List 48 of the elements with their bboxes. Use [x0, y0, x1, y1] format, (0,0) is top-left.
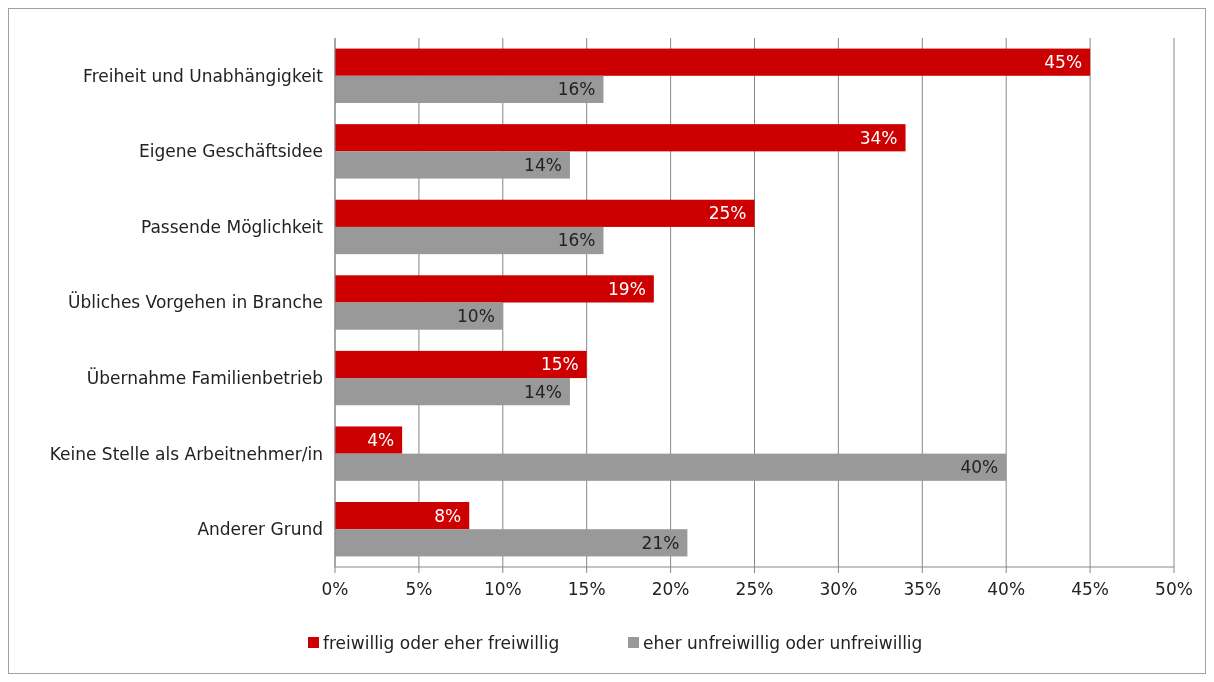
data-label: 25%: [708, 203, 747, 224]
x-tick-label: 0%: [321, 579, 349, 599]
bar: [335, 302, 503, 330]
data-label: 8%: [434, 505, 462, 526]
x-tick-label: 50%: [1155, 579, 1193, 599]
bar: [335, 453, 1007, 481]
y-tick-label: Übernahme Familienbetrieb: [86, 367, 323, 389]
legend-label: freiwillig oder eher freiwillig: [323, 632, 560, 653]
data-label: 16%: [557, 230, 596, 251]
bar: [335, 502, 470, 530]
data-label: 10%: [457, 306, 495, 327]
data-label: 34%: [859, 127, 898, 148]
data-label: 16%: [557, 79, 596, 100]
data-label: 4%: [367, 429, 395, 450]
data-label: 15%: [540, 354, 579, 375]
x-tick-label: 10%: [483, 579, 522, 599]
data-label: 19%: [608, 278, 646, 299]
bar: [335, 226, 604, 255]
legend-label: eher unfreiwillig oder unfreiwillig: [643, 632, 923, 653]
data-label: 21%: [641, 532, 680, 553]
bar: [335, 529, 688, 557]
x-tick-label: 15%: [567, 579, 606, 599]
x-tick-label: 40%: [987, 579, 1026, 599]
data-label: 40%: [960, 457, 999, 478]
bar: [335, 124, 906, 152]
x-tick-label: 5%: [405, 579, 433, 599]
bar: [335, 199, 755, 227]
x-tick-label: 45%: [1071, 579, 1109, 599]
y-tick-label: Passende Möglichkeit: [140, 216, 324, 237]
data-label: 14%: [524, 154, 562, 175]
x-tick-label: 35%: [903, 579, 942, 599]
y-tick-label: Eigene Geschäftsidee: [138, 141, 323, 162]
bar: [335, 75, 604, 103]
bar: [335, 378, 570, 406]
y-tick-label: Anderer Grund: [197, 519, 323, 540]
data-label: 45%: [1044, 52, 1083, 73]
x-tick-label: 25%: [735, 579, 774, 599]
y-tick-label: Übliches Vorgehen in Branche: [68, 291, 323, 313]
bar: [335, 350, 587, 379]
data-label: 14%: [524, 381, 562, 402]
bar: [335, 426, 403, 454]
y-tick-label: Keine Stelle als Arbeitnehmer/in: [49, 443, 323, 464]
x-tick-label: 20%: [651, 579, 690, 599]
y-tick-label: Freiheit und Unabhängigkeit: [83, 65, 324, 86]
bar: [335, 48, 1091, 76]
bar: [335, 151, 570, 179]
bar: [335, 275, 654, 303]
x-tick-label: 30%: [819, 579, 858, 599]
